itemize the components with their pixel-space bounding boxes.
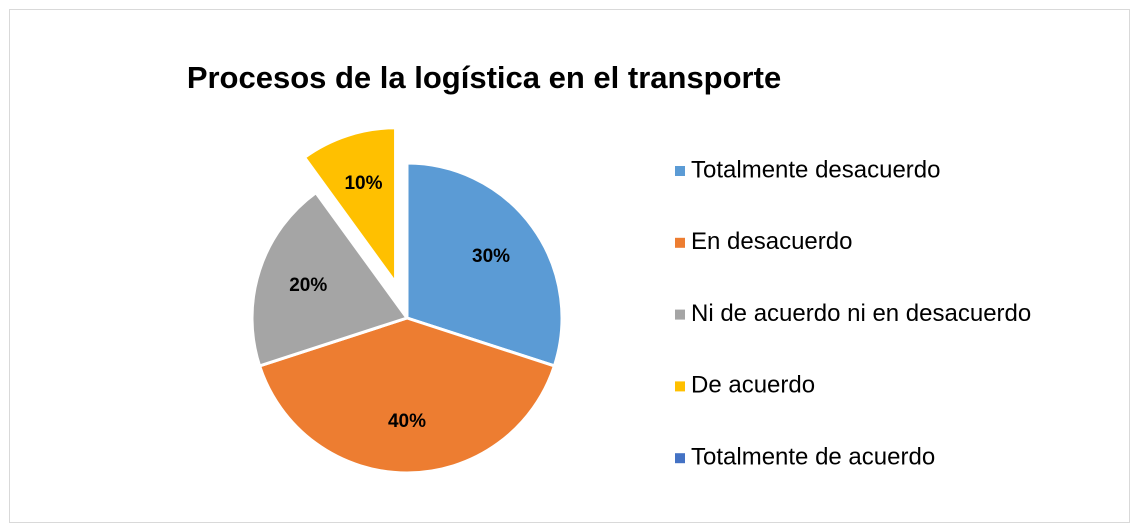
data-label: 20% (289, 275, 327, 296)
data-label: 40% (388, 411, 426, 432)
chart-frame (9, 9, 1130, 523)
legend-label: Totalmente de acuerdo (691, 444, 935, 471)
data-label: 10% (344, 173, 382, 194)
legend-marker (675, 309, 685, 320)
legend-label: En desacuerdo (691, 228, 852, 255)
legend-label: De acuerdo (691, 372, 815, 399)
pie-slice (250, 190, 410, 368)
pie-slice (405, 161, 564, 368)
pie-slice (302, 126, 398, 288)
legend-marker (675, 166, 685, 176)
legend-marker (675, 453, 685, 464)
legend-marker (675, 237, 685, 248)
data-label: 30% (472, 246, 510, 267)
legend-label: Totalmente desacuerdo (691, 156, 941, 183)
chart-title: Procesos de la logística en el transport… (187, 60, 781, 95)
legend-label: Ni de acuerdo ni en desacuerdo (691, 300, 1031, 327)
pie-slice (257, 316, 557, 475)
legend-marker (675, 381, 685, 392)
